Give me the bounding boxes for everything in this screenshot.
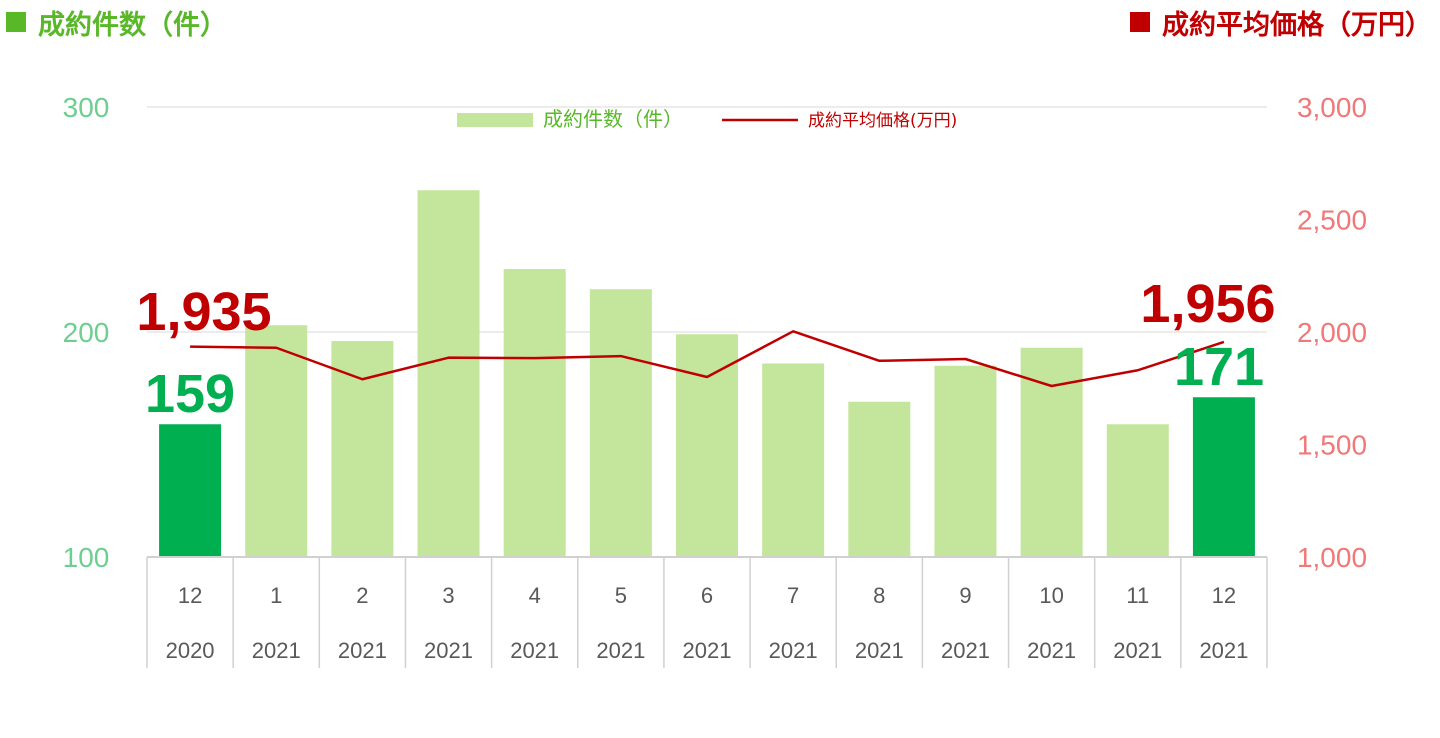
bar — [245, 325, 308, 557]
x-tick-month: 8 — [873, 583, 885, 608]
bar — [417, 190, 480, 557]
x-tick-year: 2021 — [941, 638, 990, 663]
x-tick-month: 1 — [270, 583, 282, 608]
x-tick-year: 2020 — [166, 638, 215, 663]
x-tick-year: 2021 — [252, 638, 301, 663]
right-axis-title-text: 成約平均価格（万円） — [1162, 9, 1432, 41]
x-tick-year: 2021 — [424, 638, 473, 663]
right-tick-label: 1,000 — [1297, 542, 1367, 573]
x-tick-year: 2021 — [1027, 638, 1076, 663]
data-label: 1,935 — [136, 282, 271, 342]
right-tick-label: 1,500 — [1297, 430, 1367, 461]
x-tick-year: 2021 — [338, 638, 387, 663]
right-tick-label: 2,000 — [1297, 317, 1367, 348]
legend-line-label: 成約平均価格(万円) — [808, 111, 957, 131]
x-tick-month: 7 — [787, 583, 799, 608]
x-tick-month: 4 — [529, 583, 541, 608]
x-tick-month: 11 — [1126, 583, 1149, 608]
x-tick-year: 2021 — [1113, 638, 1162, 663]
x-tick-year: 2021 — [510, 638, 559, 663]
left-axis-title: 成約件数（件） — [6, 2, 227, 42]
x-tick-month: 12 — [178, 583, 202, 608]
bar — [159, 424, 222, 557]
price-line — [190, 330, 1225, 388]
x-tick-month: 2 — [356, 583, 368, 608]
left-tick-label: 200 — [63, 317, 110, 348]
x-tick-year: 2021 — [683, 638, 732, 663]
x-tick-month: 9 — [959, 583, 971, 608]
x-tick-year: 2021 — [855, 638, 904, 663]
x-tick-month: 10 — [1039, 583, 1063, 608]
x-tick-month: 12 — [1212, 583, 1236, 608]
data-label: 171 — [1174, 337, 1264, 397]
legend-bar-swatch — [457, 113, 533, 127]
bar — [676, 334, 738, 557]
bar — [589, 289, 652, 557]
x-tick-year: 2021 — [596, 638, 645, 663]
left-tick-label: 300 — [63, 92, 110, 123]
bar — [503, 269, 566, 557]
bar — [848, 401, 911, 557]
bar — [331, 341, 394, 557]
bar — [1192, 397, 1255, 557]
left-axis-title-text: 成約件数（件） — [38, 9, 227, 41]
green-square-icon — [6, 12, 26, 32]
bar — [1106, 424, 1169, 557]
data-label: 1,956 — [1140, 274, 1275, 334]
x-tick-year: 2021 — [1199, 638, 1248, 663]
x-tick-month: 5 — [615, 583, 627, 608]
data-label: 159 — [145, 364, 235, 424]
right-tick-label: 2,500 — [1297, 205, 1367, 236]
red-square-icon — [1130, 12, 1150, 32]
left-tick-label: 100 — [63, 542, 110, 573]
right-tick-label: 3,000 — [1297, 92, 1367, 123]
x-tick-month: 3 — [442, 583, 454, 608]
legend-bar-label: 成約件数（件） — [543, 107, 683, 131]
right-axis-title: 成約平均価格（万円） — [1130, 2, 1432, 42]
bar — [934, 365, 997, 557]
x-tick-month: 6 — [701, 583, 713, 608]
x-tick-year: 2021 — [769, 638, 818, 663]
bar — [762, 363, 825, 557]
